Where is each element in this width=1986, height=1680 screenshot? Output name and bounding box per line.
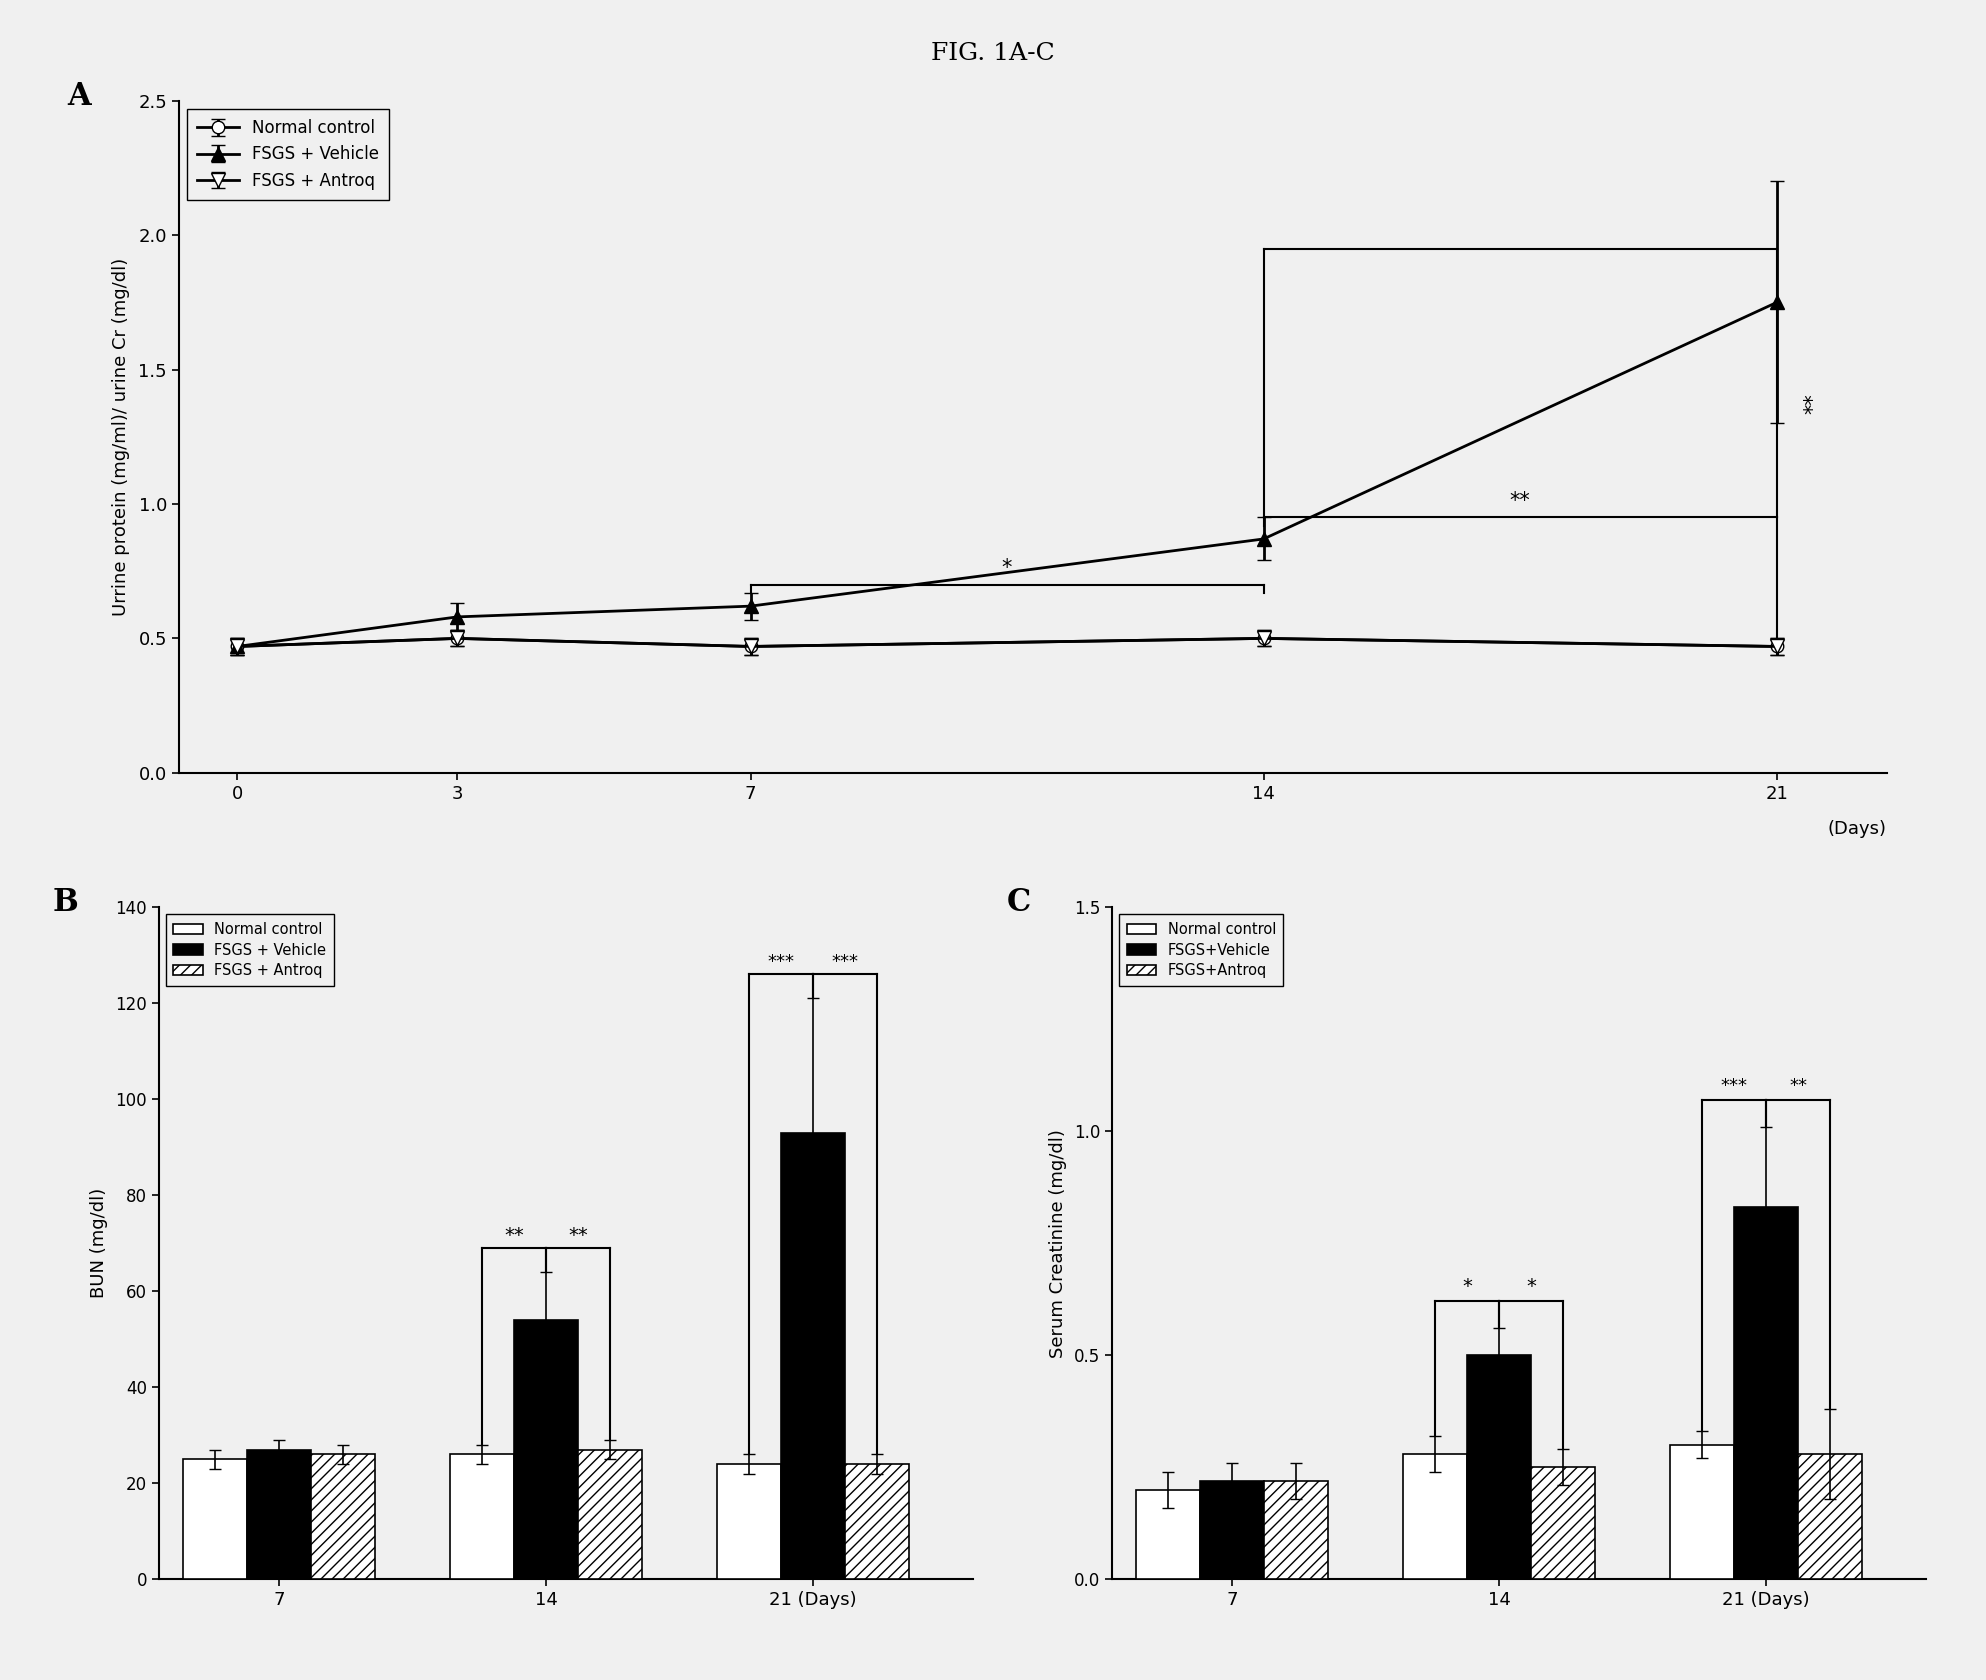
Bar bbox=[1265, 1480, 1329, 1579]
Text: (Days): (Days) bbox=[1827, 820, 1887, 838]
Bar bbox=[1797, 1453, 1863, 1579]
Text: *: * bbox=[1527, 1277, 1537, 1297]
Y-axis label: Urrine protein (mg/ml)/ urine Cr (mg/dl): Urrine protein (mg/ml)/ urine Cr (mg/dl) bbox=[111, 257, 129, 617]
Y-axis label: BUN (mg/dl): BUN (mg/dl) bbox=[91, 1188, 109, 1299]
Text: B: B bbox=[54, 887, 79, 917]
Y-axis label: Serum Creatinine (mg/dl): Serum Creatinine (mg/dl) bbox=[1049, 1129, 1066, 1357]
Legend: Normal control, FSGS + Vehicle, FSGS + Antroq: Normal control, FSGS + Vehicle, FSGS + A… bbox=[167, 914, 334, 986]
Bar bbox=[1136, 1490, 1200, 1579]
Bar bbox=[451, 1455, 514, 1579]
Text: **: ** bbox=[504, 1226, 524, 1245]
Text: **: ** bbox=[1803, 393, 1823, 413]
Text: **: ** bbox=[1789, 1077, 1807, 1095]
Bar bbox=[780, 1132, 844, 1579]
Bar bbox=[1670, 1445, 1734, 1579]
Bar bbox=[717, 1463, 780, 1579]
Bar bbox=[1200, 1480, 1265, 1579]
Bar bbox=[1404, 1453, 1468, 1579]
Text: *: * bbox=[1001, 558, 1013, 578]
Bar bbox=[578, 1450, 641, 1579]
Text: ***: *** bbox=[1720, 1077, 1748, 1095]
Legend: Normal control, FSGS+Vehicle, FSGS+Antroq: Normal control, FSGS+Vehicle, FSGS+Antro… bbox=[1120, 914, 1283, 986]
Text: ***: *** bbox=[767, 953, 794, 971]
Bar bbox=[1734, 1208, 1797, 1579]
Text: FIG. 1A-C: FIG. 1A-C bbox=[931, 42, 1055, 66]
Bar bbox=[1531, 1467, 1595, 1579]
Bar bbox=[246, 1450, 312, 1579]
Text: *: * bbox=[1462, 1277, 1472, 1297]
Text: **: ** bbox=[568, 1226, 588, 1245]
Text: A: A bbox=[68, 81, 91, 111]
Text: ***: *** bbox=[832, 953, 858, 971]
Text: **: ** bbox=[1509, 491, 1531, 511]
Bar bbox=[312, 1455, 375, 1579]
Bar bbox=[183, 1460, 246, 1579]
Legend: Normal control, FSGS + Vehicle, FSGS + Antroq: Normal control, FSGS + Vehicle, FSGS + A… bbox=[187, 109, 389, 200]
Bar bbox=[844, 1463, 910, 1579]
Bar bbox=[1468, 1356, 1531, 1579]
Bar bbox=[514, 1320, 578, 1579]
Text: C: C bbox=[1007, 887, 1031, 917]
